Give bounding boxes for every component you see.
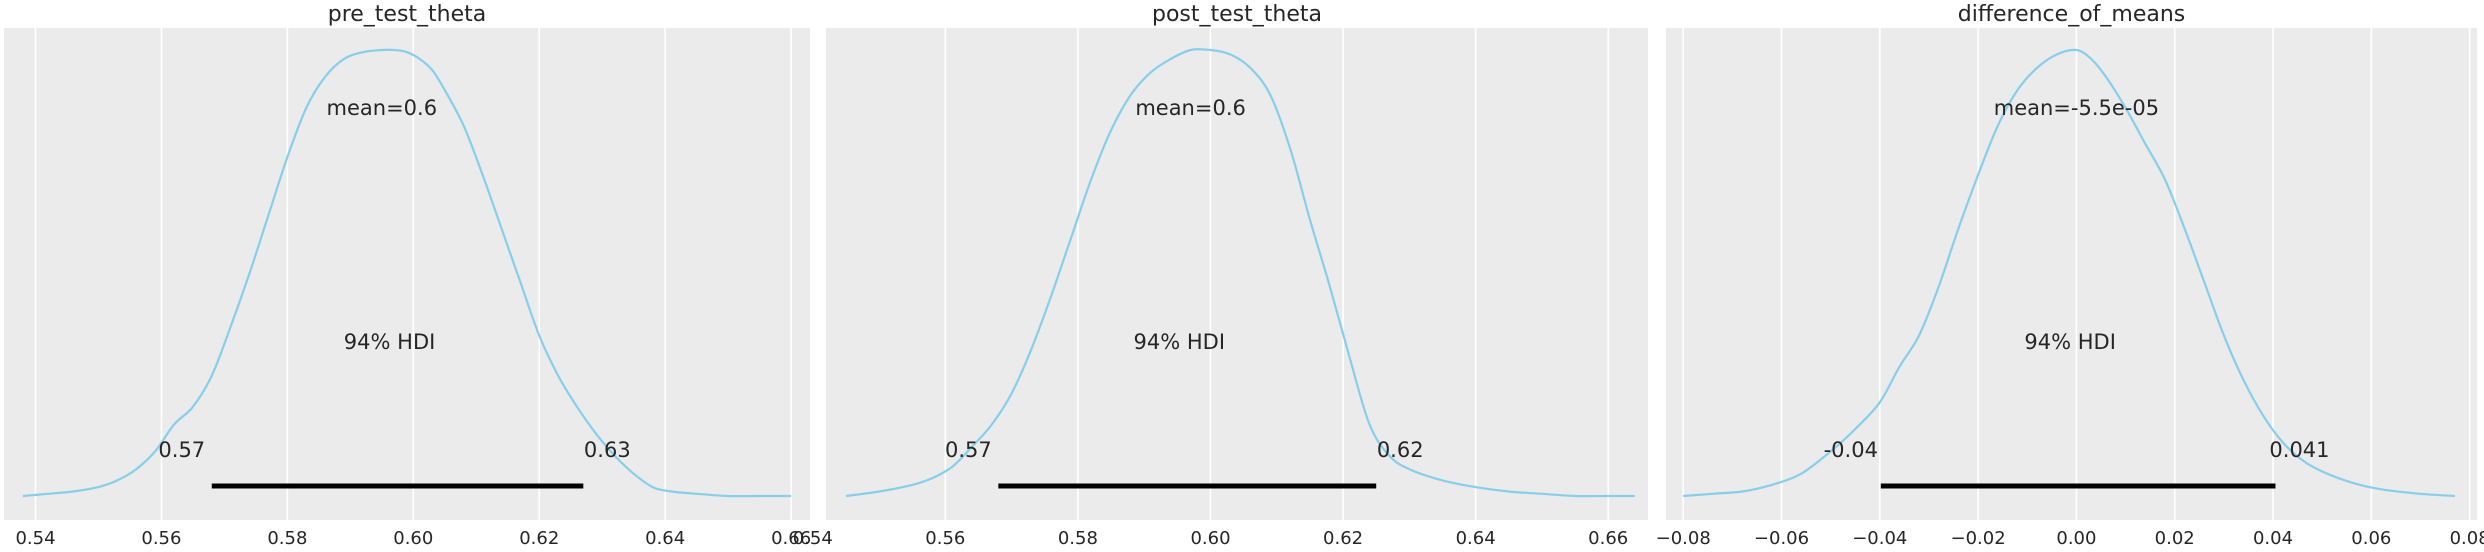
x-tick-label: −0.08 — [1656, 528, 1711, 549]
x-tick-label: −0.04 — [1852, 528, 1907, 549]
hdi-high-label: 0.041 — [2269, 438, 2329, 462]
x-tick-label: 0.62 — [519, 528, 559, 549]
density-curve — [1683, 48, 2455, 498]
density-curve — [22, 48, 792, 498]
subplot-title: post_test_theta — [1152, 2, 1322, 27]
hdi-low-label: -0.04 — [1824, 438, 1878, 462]
x-tick-label: 0.08 — [2450, 528, 2484, 549]
hdi-high-label: 0.62 — [1377, 438, 1424, 462]
x-tick-label: 0.06 — [2351, 528, 2391, 549]
hdi-label: 94% HDI — [344, 330, 436, 354]
x-tick-label: −0.02 — [1951, 528, 2006, 549]
x-tick-label: 0.60 — [1190, 528, 1230, 549]
hdi-label: 94% HDI — [2024, 330, 2116, 354]
hdi-label: 94% HDI — [1134, 330, 1226, 354]
subplot-1: pre_test_theta mean=0.6 94% HDI 0.57 0.63 0.5… — [4, 2, 811, 549]
x-tick-label: −0.06 — [1754, 528, 1809, 549]
subplot-title: pre_test_theta — [328, 2, 487, 27]
hdi-high-label: 0.63 — [584, 438, 631, 462]
subplot-2: post_test_theta mean=0.6 94% HDI 0.57 0.62 0.… — [793, 2, 1648, 549]
x-tick-label: 0.00 — [2056, 528, 2096, 549]
x-tick-label: 0.60 — [393, 528, 433, 549]
x-tick-label: 0.56 — [141, 528, 181, 549]
plot-background — [826, 28, 1648, 520]
mean-label: mean=0.6 — [327, 96, 438, 120]
x-tick-label: 0.04 — [2253, 528, 2293, 549]
x-tick-label: 0.66 — [771, 528, 811, 549]
x-tick-label: 0.66 — [1588, 528, 1628, 549]
x-tick-label: 0.02 — [2155, 528, 2195, 549]
x-tick-label: 0.54 — [793, 528, 833, 549]
x-tick-label: 0.58 — [267, 528, 307, 549]
subplot-3: difference_of_means mean=-5.5e-05 94% HDI -… — [1656, 2, 2484, 549]
mean-label: mean=-5.5e-05 — [1994, 96, 2159, 120]
x-tick-label: 0.54 — [15, 528, 55, 549]
hdi-low-label: 0.57 — [158, 438, 205, 462]
x-tick-label: 0.62 — [1323, 528, 1363, 549]
hdi-low-label: 0.57 — [945, 438, 992, 462]
x-tick-label: 0.64 — [645, 528, 685, 549]
mean-label: mean=0.6 — [1135, 96, 1246, 120]
plot-background — [1666, 28, 2477, 520]
subplot-title: difference_of_means — [1958, 2, 2186, 27]
x-tick-label: 0.58 — [1058, 528, 1098, 549]
x-tick-label: 0.56 — [925, 528, 965, 549]
density-curve — [845, 48, 1635, 498]
x-tick-label: 0.64 — [1456, 528, 1496, 549]
plot-background — [4, 28, 810, 520]
